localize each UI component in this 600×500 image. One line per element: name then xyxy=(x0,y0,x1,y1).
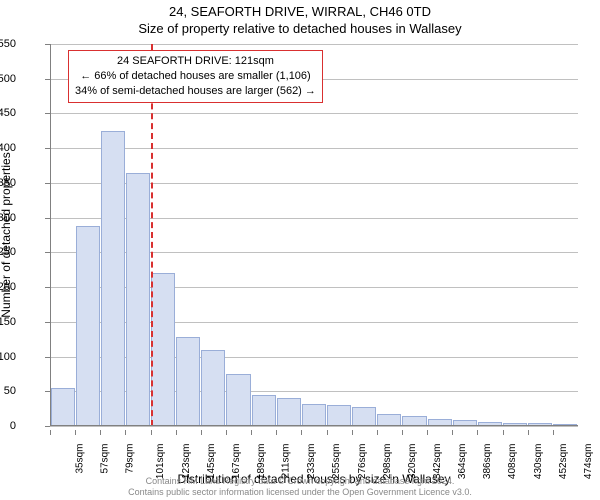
annotation-line: 24 SEAFORTH DRIVE: 121sqm xyxy=(75,54,316,69)
histogram-bar xyxy=(327,405,351,426)
x-axis-line xyxy=(50,425,578,426)
x-tick-mark xyxy=(503,430,504,435)
histogram-chart: Number of detached properties 0501001502… xyxy=(50,44,578,426)
histogram-bar xyxy=(176,337,200,426)
x-tick-label: 452sqm xyxy=(558,444,569,480)
x-tick-label: 79sqm xyxy=(125,444,136,474)
x-tick-mark xyxy=(427,430,428,435)
histogram-bar xyxy=(352,407,376,426)
x-tick-mark xyxy=(477,430,478,435)
footer-line2: Contains public sector information licen… xyxy=(0,487,600,498)
x-tick-mark xyxy=(377,430,378,435)
x-tick-label: 35sqm xyxy=(75,444,86,474)
y-tick-label: 250 xyxy=(0,246,16,258)
histogram-bar xyxy=(201,350,225,426)
x-tick-mark xyxy=(352,430,353,435)
x-tick-mark xyxy=(176,430,177,435)
y-tick-label: 350 xyxy=(0,177,16,189)
y-tick-label: 550 xyxy=(0,38,16,50)
x-tick-label: 57sqm xyxy=(100,444,111,474)
x-tick-mark xyxy=(50,430,51,435)
y-tick-label: 300 xyxy=(0,212,16,224)
y-tick-label: 50 xyxy=(4,385,16,397)
x-tick-mark xyxy=(75,430,76,435)
x-tick-mark xyxy=(125,430,126,435)
y-tick-mark xyxy=(45,426,50,427)
x-tick-mark xyxy=(402,430,403,435)
x-tick-mark xyxy=(301,430,302,435)
y-tick-label: 150 xyxy=(0,316,16,328)
histogram-bar xyxy=(302,404,326,426)
x-tick-mark xyxy=(201,430,202,435)
y-tick-label: 500 xyxy=(0,73,16,85)
y-tick-label: 450 xyxy=(0,107,16,119)
page-title-line2: Size of property relative to detached ho… xyxy=(0,19,600,36)
histogram-bar xyxy=(51,388,75,426)
x-tick-label: 408sqm xyxy=(508,444,519,480)
annotation-box: 24 SEAFORTH DRIVE: 121sqm← 66% of detach… xyxy=(68,50,323,103)
x-tick-mark xyxy=(251,430,252,435)
x-tick-label: 474sqm xyxy=(583,444,594,480)
y-axis-line xyxy=(50,44,51,426)
histogram-bar xyxy=(252,395,276,426)
y-tick-label: 100 xyxy=(0,351,16,363)
x-tick-mark xyxy=(100,430,101,435)
footer-attribution: Contains HM Land Registry data © Crown c… xyxy=(0,476,600,498)
x-tick-mark xyxy=(151,430,152,435)
annotation-line: 34% of semi-detached houses are larger (… xyxy=(75,84,316,99)
annotation-line: ← 66% of detached houses are smaller (1,… xyxy=(75,69,316,84)
histogram-bar xyxy=(126,173,150,426)
histogram-bar xyxy=(226,374,250,426)
x-tick-mark xyxy=(276,430,277,435)
x-tick-mark xyxy=(452,430,453,435)
y-tick-label: 200 xyxy=(0,281,16,293)
histogram-bar xyxy=(76,226,100,426)
histogram-bar xyxy=(277,398,301,426)
x-tick-mark xyxy=(327,430,328,435)
x-tick-mark xyxy=(553,430,554,435)
grid-line xyxy=(50,426,578,427)
x-tick-mark xyxy=(528,430,529,435)
x-tick-mark xyxy=(226,430,227,435)
x-tick-label: 101sqm xyxy=(156,444,167,480)
x-tick-label: 364sqm xyxy=(457,444,468,480)
page-title-line1: 24, SEAFORTH DRIVE, WIRRAL, CH46 0TD xyxy=(0,0,600,19)
histogram-bar xyxy=(151,273,175,426)
y-tick-label: 0 xyxy=(10,420,16,432)
x-tick-label: 430sqm xyxy=(533,444,544,480)
plot-area: 24 SEAFORTH DRIVE: 121sqm← 66% of detach… xyxy=(50,44,578,426)
histogram-bar xyxy=(101,131,125,426)
y-tick-label: 400 xyxy=(0,142,16,154)
footer-line1: Contains HM Land Registry data © Crown c… xyxy=(0,476,600,487)
x-tick-label: 386sqm xyxy=(482,444,493,480)
